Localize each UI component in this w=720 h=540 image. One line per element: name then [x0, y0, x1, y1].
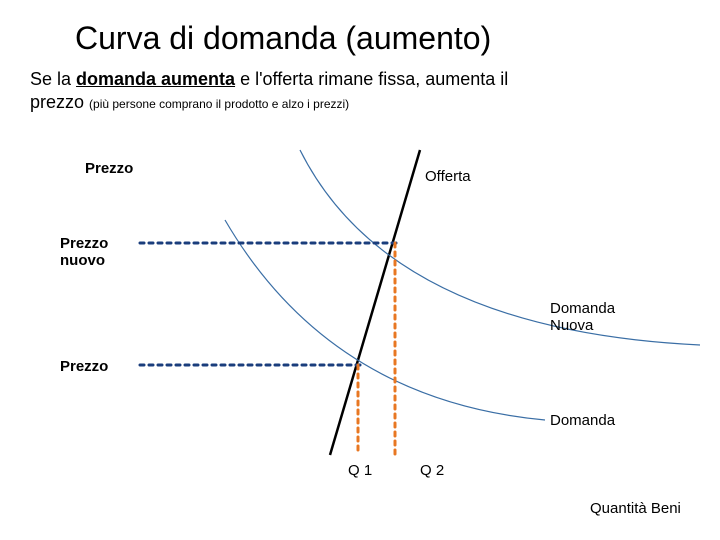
label-domanda-nuova: DomandaNuova	[550, 300, 615, 334]
label-prezzo-old: Prezzo	[60, 358, 108, 375]
demand-curve-new	[300, 150, 700, 345]
label-offerta: Offerta	[425, 168, 471, 185]
label-q1: Q 1	[348, 462, 372, 479]
label-prezzo-nuovo: Prezzonuovo	[60, 235, 108, 269]
label-quantita: Quantità Beni	[590, 500, 681, 517]
label-prezzo-axis: Prezzo	[85, 160, 133, 177]
demand-curve-old	[225, 220, 545, 420]
label-q2: Q 2	[420, 462, 444, 479]
diagram-svg	[0, 0, 720, 540]
supply-line	[330, 150, 420, 455]
label-domanda: Domanda	[550, 412, 615, 429]
